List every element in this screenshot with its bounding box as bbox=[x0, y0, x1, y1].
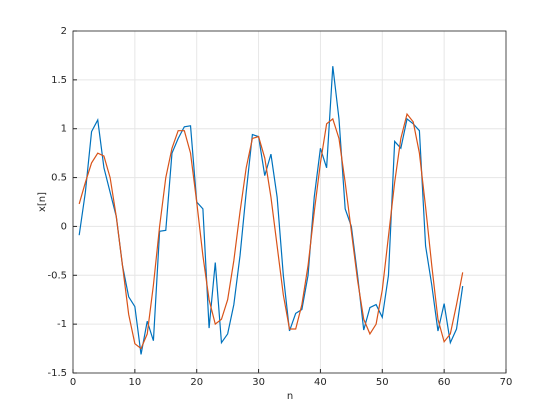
y-tick-label: 2 bbox=[61, 26, 67, 37]
plot-area bbox=[73, 31, 506, 373]
x-tick-label: 0 bbox=[70, 377, 76, 388]
x-tick-label: 10 bbox=[128, 377, 141, 388]
y-axis-label: x[n] bbox=[37, 192, 48, 212]
y-tick-label: -0.5 bbox=[47, 270, 67, 281]
x-tick-label: 40 bbox=[314, 377, 327, 388]
axes-box bbox=[72, 30, 507, 374]
x-tick-label: 30 bbox=[252, 377, 265, 388]
series-line bbox=[78, 112, 464, 350]
x-tick-label: 50 bbox=[376, 377, 389, 388]
y-tick-label: 0 bbox=[61, 221, 67, 232]
x-tick-label: 70 bbox=[500, 377, 513, 388]
x-tick-label: 20 bbox=[190, 377, 203, 388]
y-tick-label: 1.5 bbox=[51, 75, 67, 86]
x-axis-label: n bbox=[287, 391, 293, 402]
y-tick-label: -1.5 bbox=[47, 368, 67, 379]
x-tick-label: 60 bbox=[438, 377, 451, 388]
y-tick-label: -1 bbox=[57, 319, 67, 330]
y-tick-label: 0.5 bbox=[51, 173, 67, 184]
y-tick-label: 1 bbox=[61, 124, 67, 135]
